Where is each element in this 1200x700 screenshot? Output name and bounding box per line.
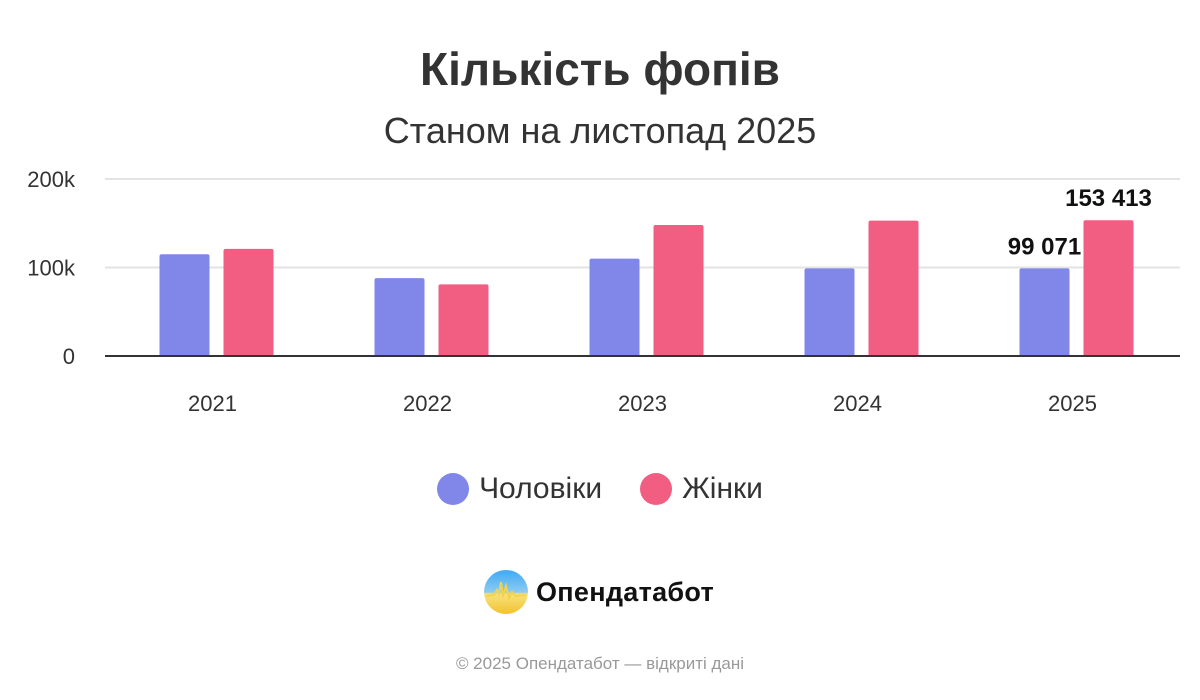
bar-men-2024 bbox=[804, 268, 855, 356]
brand-logo: Опендатабот bbox=[484, 570, 714, 614]
data-label: 153 413 bbox=[1065, 185, 1152, 212]
bar-women-2024 bbox=[868, 220, 919, 356]
y-tick-label: 0 bbox=[63, 344, 75, 369]
legend: Чоловіки Жінки bbox=[0, 472, 1200, 506]
x-tick-label: 2024 bbox=[833, 391, 882, 416]
bar-women-2021 bbox=[223, 248, 274, 356]
x-tick-label: 2021 bbox=[188, 391, 237, 416]
legend-swatch-men bbox=[437, 473, 470, 505]
x-tick-label: 2023 bbox=[618, 391, 667, 416]
bar-women-2022 bbox=[438, 284, 489, 356]
y-tick-label: 100k bbox=[27, 256, 76, 281]
chart-title: Кількість фопів bbox=[420, 43, 780, 95]
chart-subtitle: Станом на листопад 2025 bbox=[383, 110, 817, 151]
opendatabot-logo-icon bbox=[484, 570, 528, 614]
legend-item-women[interactable]: Жінки bbox=[640, 472, 763, 506]
bar-women-2023 bbox=[653, 225, 704, 356]
bar-chart: 0 100k 200k 2021 2022 2023 2024 2025 99 071 153 4… bbox=[27, 167, 1180, 416]
logo-text: Опендатабот bbox=[536, 576, 715, 607]
legend-swatch-women bbox=[640, 473, 673, 505]
legend-label-women: Жінки bbox=[682, 472, 763, 505]
y-tick-label: 200k bbox=[27, 167, 76, 192]
bar-men-2021 bbox=[159, 254, 210, 356]
bar-men-2023 bbox=[589, 258, 640, 356]
legend-item-men[interactable]: Чоловіки bbox=[437, 472, 602, 506]
bar-women-2025 bbox=[1083, 220, 1134, 356]
x-tick-label: 2022 bbox=[403, 391, 452, 416]
data-label: 99 071 bbox=[1008, 233, 1081, 260]
x-tick-label: 2025 bbox=[1048, 391, 1097, 416]
bar-men-2022 bbox=[374, 278, 425, 356]
footer-copyright: © 2025 Опендатабот — відкриті дані bbox=[455, 654, 745, 673]
bar-men-2025 bbox=[1019, 268, 1070, 356]
legend-label-men: Чоловіки bbox=[479, 472, 603, 505]
